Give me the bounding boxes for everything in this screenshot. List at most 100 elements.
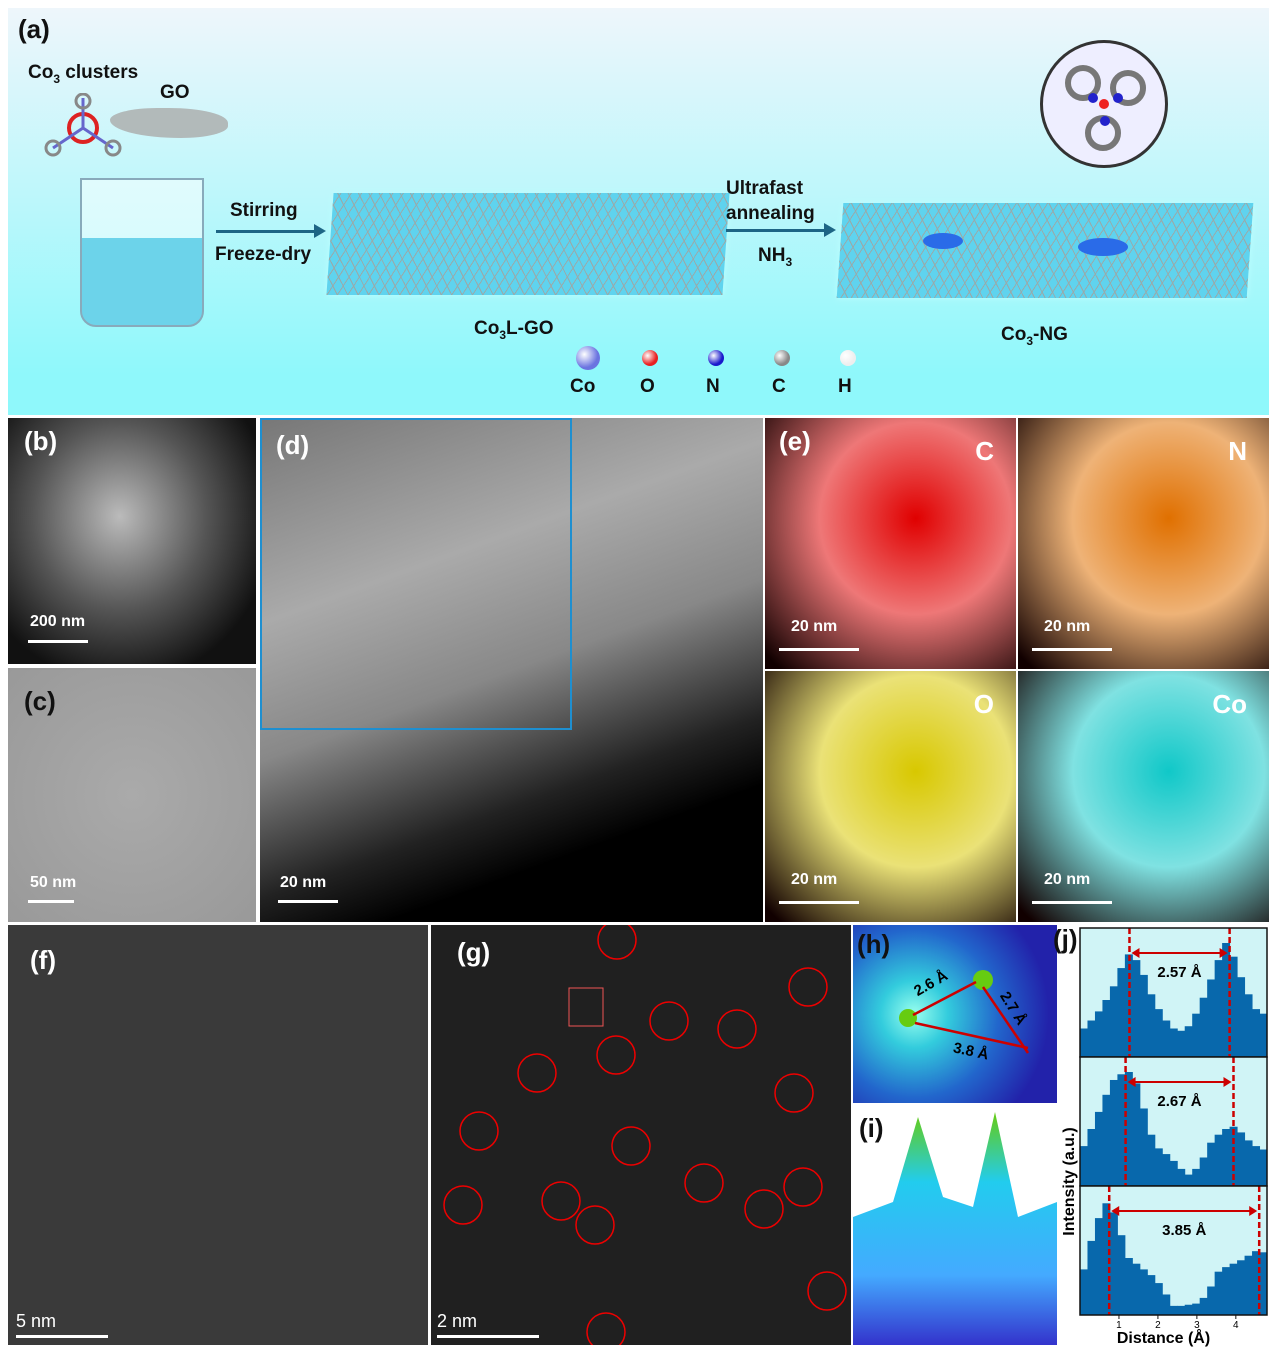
profile-bar [1080, 1269, 1088, 1315]
scale-bar [437, 1335, 539, 1338]
co3l-go-label: Co3L-GO [474, 318, 554, 342]
scale-bar [1032, 901, 1112, 904]
profile-bar [1124, 1072, 1133, 1186]
profile-bar [1207, 1286, 1216, 1315]
annealing-label: annealing [726, 203, 815, 224]
atom-legend-label: H [838, 376, 852, 397]
profile-bar [1139, 974, 1148, 1057]
profile-bar [1177, 1168, 1186, 1186]
profile-bar [1192, 1303, 1201, 1315]
atom-legend-label: O [640, 376, 655, 397]
panel-d-haadf-image: (d) 20 nm [260, 418, 763, 922]
profile-bar [1252, 1146, 1261, 1186]
profile-bar [1244, 1255, 1253, 1315]
scale-bar [28, 640, 88, 643]
profile-bar [1154, 1148, 1163, 1186]
panel-a-label: (a) [18, 14, 50, 44]
panel-c-tem-image: (c) 50 nm [8, 668, 256, 922]
eds-map-o: O 20 nm [765, 671, 1016, 922]
x-axis-label: Distance (Å) [1117, 1328, 1210, 1347]
profile-bar [1214, 1134, 1223, 1186]
eds-map-n: N 20 nm [1018, 418, 1269, 669]
panel-h-intensity-map: (h) 2.6 Å 2.7 Å 3.8 Å [853, 925, 1057, 1103]
profile-bar [1102, 1000, 1111, 1057]
profile-bar [1147, 1275, 1156, 1315]
profile-bar [1087, 1240, 1096, 1315]
scale-bar-label: 20 nm [1044, 871, 1091, 888]
profile-bar [1259, 1252, 1268, 1315]
profile-bar [1162, 1020, 1171, 1057]
arrow-2-head [824, 223, 836, 237]
scale-bar-label: 5 nm [16, 1311, 57, 1331]
profile-bar [1102, 1203, 1111, 1315]
profile-subplot: 2.67 Å [1079, 1056, 1268, 1187]
cluster-circle [684, 1163, 724, 1203]
profile-bar [1094, 1218, 1103, 1315]
cluster-circle [649, 1001, 689, 1041]
arrow-2 [726, 229, 826, 232]
panel-i-label: (i) [859, 1113, 884, 1143]
atom-legend-swatch [576, 346, 600, 370]
profile-bar [1109, 986, 1118, 1057]
profile-bar [1184, 1174, 1193, 1186]
profile-bar [1192, 1013, 1201, 1057]
profile-bar [1177, 1305, 1186, 1315]
profile-bar [1237, 1132, 1246, 1186]
profile-bar [1132, 1263, 1141, 1315]
panel-j-line-profiles: 2.57 Å 2.67 Å 3.85 Å 1 2 3 4 Distance (Å) Intens… [1061, 927, 1268, 1347]
scale-bar-label: 20 nm [791, 618, 838, 635]
profile-bar [1154, 1283, 1163, 1315]
co3l-go-sheet [326, 193, 730, 295]
element-label: Co [1212, 689, 1247, 719]
co3-site [1078, 238, 1128, 256]
panel-d-label: (d) [276, 430, 310, 460]
profile-bar [1244, 994, 1253, 1057]
freeze-dry-label: Freeze-dry [215, 244, 312, 265]
scale-bar [16, 1335, 108, 1338]
profile-bar [1207, 1142, 1216, 1186]
panel-g-label: (g) [457, 937, 491, 967]
profile-bar [1094, 1011, 1103, 1057]
cluster-circle [717, 1009, 757, 1049]
profile-bar [1252, 1251, 1261, 1315]
eds-map-co: Co 20 nm [1018, 671, 1269, 922]
profile-bar [1184, 1026, 1193, 1057]
profile-bar [1147, 1134, 1156, 1186]
distance-annotation: 2.67 Å [1157, 1093, 1201, 1110]
element-label: O [973, 689, 994, 719]
profile-bar [1117, 968, 1126, 1057]
profile-bar [1162, 1294, 1171, 1315]
cluster-circle [807, 1271, 847, 1311]
profile-bar [1192, 1168, 1201, 1186]
panel-f-haadf-image: (f) 5 nm [8, 925, 428, 1345]
profile-bar [1117, 1074, 1126, 1186]
panel-h-label: (h) [857, 929, 891, 959]
cluster-circle [575, 1205, 615, 1245]
cluster-circle [744, 1189, 784, 1229]
profile-bar [1080, 1028, 1088, 1057]
co3-ng-sheet [836, 203, 1254, 298]
profile-bar [1109, 1212, 1118, 1315]
profile-bar [1222, 943, 1231, 1057]
x-tick-label: 1 [1116, 1320, 1122, 1331]
atom-legend-swatch [642, 350, 658, 366]
profile-bar [1102, 1094, 1111, 1186]
panel-g-haadf-image: (g) 2 nm [431, 925, 851, 1345]
arrow-1 [216, 230, 316, 233]
x-tick-label: 4 [1233, 1320, 1239, 1331]
atom-legend-label: C [772, 376, 786, 397]
scale-bar [779, 648, 859, 651]
mapping-region-box [260, 418, 572, 730]
panel-e-label: (e) [779, 426, 811, 456]
subplot-frame [1079, 1185, 1268, 1316]
co3-site [923, 233, 963, 249]
panel-j-label: (j) [1053, 924, 1078, 954]
profile-bar [1087, 1020, 1096, 1057]
cluster-circle [597, 925, 637, 960]
cluster-circle [596, 1035, 636, 1075]
atom-legend-swatch [840, 350, 856, 366]
beaker-icon [80, 178, 204, 327]
distance-annotation: 2.57 Å [1157, 964, 1201, 981]
profile-bar [1199, 1297, 1208, 1315]
